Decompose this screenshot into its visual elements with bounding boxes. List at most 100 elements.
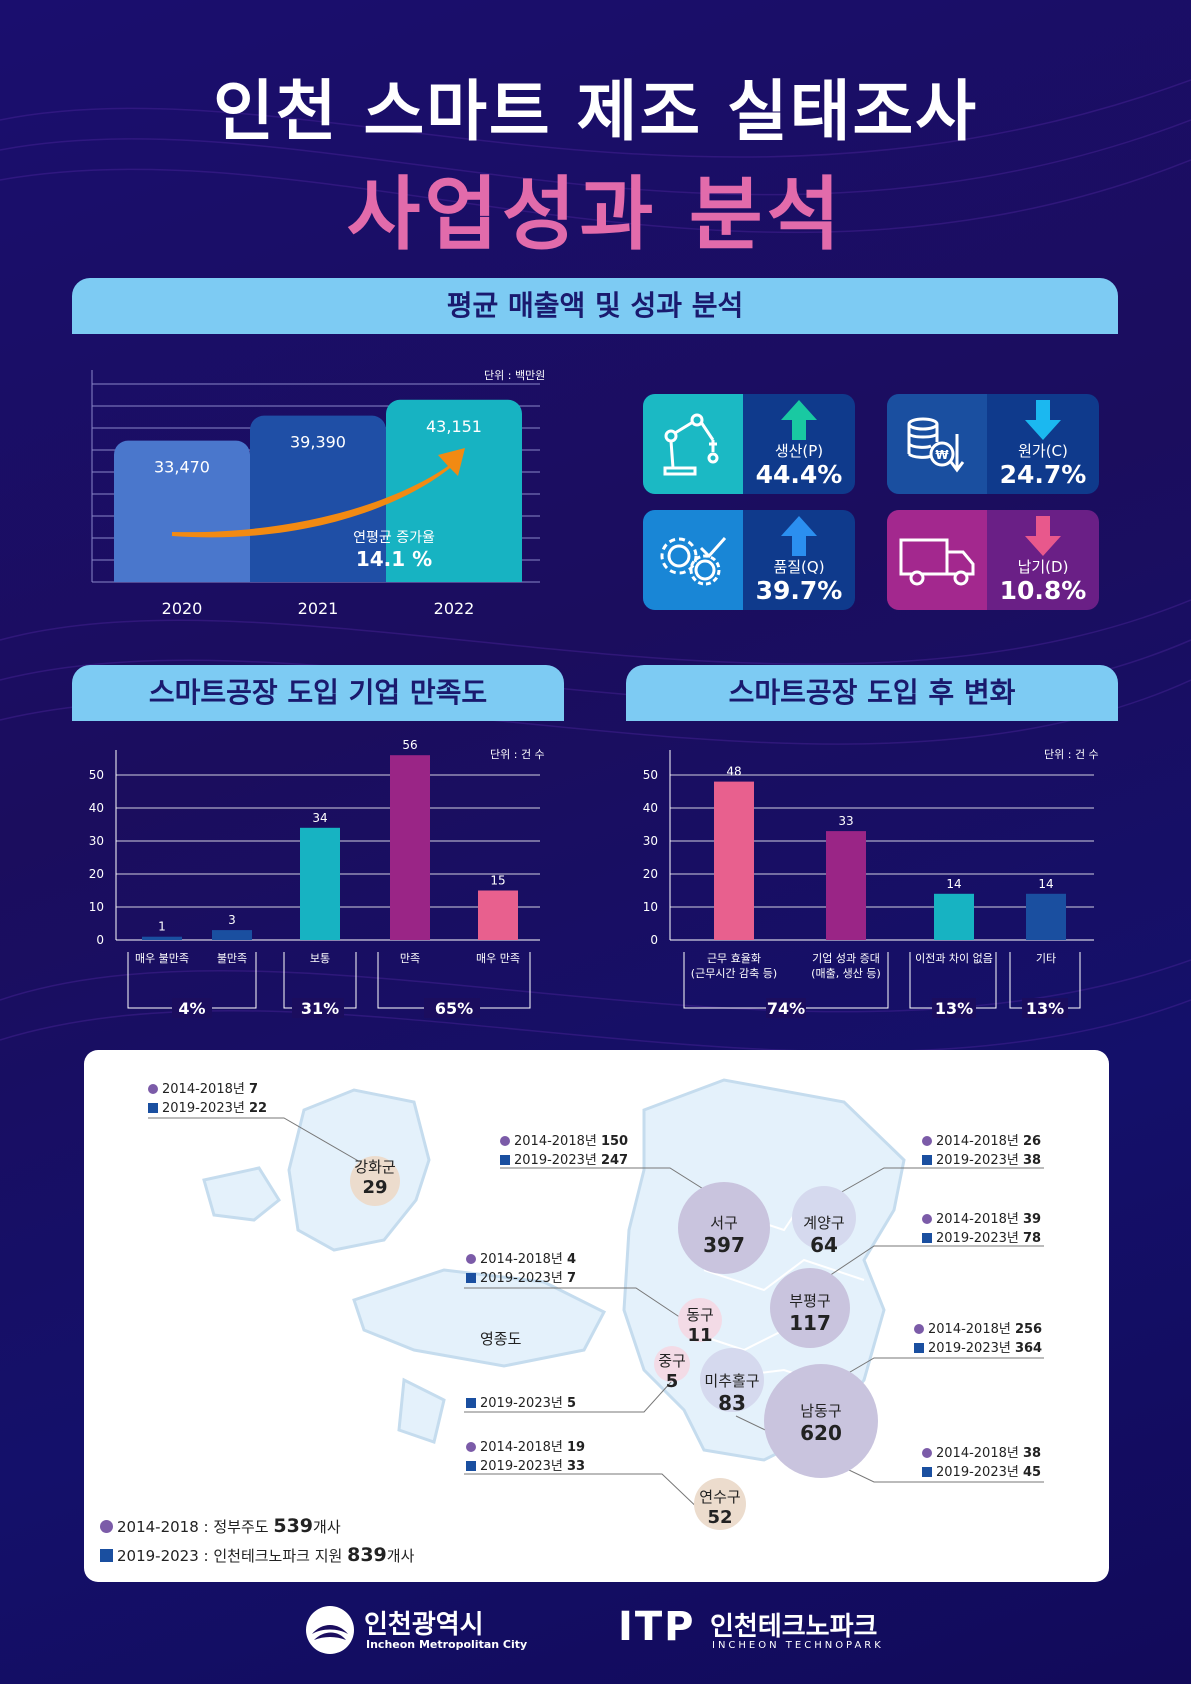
value-label-0: 1 [158,920,166,934]
region-junggu: 중구 5 [658,1352,686,1392]
bubble-junggu [654,1346,690,1382]
group-label-dissatisfied: 4% [178,999,205,1018]
group-label-efficiency: 74% [767,999,805,1018]
category-label-2: 보통 [310,952,330,965]
incheon-emblem-icon [306,1606,354,1654]
arrow-down-icon [1025,516,1061,556]
callout-gyeyang: 2014-2018년 26 2019-2023년 38 [922,1130,1041,1168]
bubble-michuhol [700,1348,764,1412]
kpi-card-cost: ₩ 원가(C) 24.7% [887,394,1099,494]
category-label-0: 근무 효율화 [707,952,761,965]
page-subtitle: 사업성과 분석 [346,168,845,261]
growth-arrow-icon [172,448,465,538]
bubble-yeonsu [694,1478,746,1530]
section-banner-revenue: 평균 매출액 및 성과 분석 [72,278,1118,334]
callout-yeonsu: 2014-2018년 19 2019-2023년 33 [466,1436,585,1474]
kpi-label-cost: 원가(C) [1018,442,1068,460]
page-title: 인천 스마트 제조 실태조사 [213,73,978,150]
bar-2 [300,827,340,940]
incheon-city-logo: 인천광역시 Incheon Metropolitan City [304,1604,534,1660]
leader-lines [148,1117,1044,1515]
kpi-label-production: 생산(P) [774,442,824,460]
change-chart: 0 10 20 30 40 50 48 근무 효율화 (근무시간 감축 등) 33 기업 성과 증… [643,750,1094,1018]
region-ganghwa: 강화군 29 [354,1158,396,1198]
svg-text:₩: ₩ [935,448,949,462]
value-label-2: 34 [312,811,327,825]
category-label-3: 만족 [400,952,420,965]
itp-mark: ITP [618,1604,696,1650]
region-yeonsu: 연수구 52 [699,1488,741,1528]
kpi-value-quality: 39.7% [755,576,843,605]
y-tick-label: 10 [643,900,658,914]
island-yeongjong: 영종도 [480,1330,522,1348]
value-label-1: 3 [228,913,236,927]
region-bupyeong: 부평구 117 [789,1292,831,1335]
bar-0 [142,936,182,940]
kpi-value-delivery: 10.8% [999,576,1087,605]
coins-icon: ₩ [887,394,987,494]
itp-logo: ITP 인천테크노파크 INCHEON TECHNOPARK [618,1604,898,1660]
y-tick-label: 20 [643,867,658,881]
bar-4 [478,890,518,940]
y-tick-label: 0 [96,933,104,947]
y-tick-label: 30 [89,834,104,848]
itp-english: INCHEON TECHNOPARK [712,1640,884,1651]
y-tick-label: 40 [89,801,104,815]
bar-2021 [250,415,386,582]
incheon-city-name: 인천광역시 [364,1610,484,1640]
summary-legend: 2014-2018 : 정부주도 539개사 2019-2023 : 인천테크노… [100,1512,414,1570]
value-label-4: 15 [490,874,505,888]
bar-3 [390,755,430,940]
gear-check-icon [643,510,743,610]
bubble-namdong [764,1364,878,1478]
y-tick-label: 10 [89,900,104,914]
group-label-satisfied: 65% [435,999,473,1018]
callout-ganghwa: 2014-2018년 7 2019-2023년 22 [148,1078,267,1116]
category-label-1: (매출, 생산 등) [811,967,881,980]
bubble-ganghwa [350,1156,400,1206]
value-label-2022: 43,151 [426,417,482,436]
bar-2022 [386,399,522,582]
group-label-neutral: 31% [301,999,339,1018]
truck-icon [887,510,987,610]
regional-map-panel: 강화군 29 서구 397 계양구 64 부평구 117 동구 11 중구 5 미추홀구 83… [84,1050,1109,1582]
satisfaction-chart: 0 10 20 30 40 50 1 매우 불만족 3 불만족 34 보통 56 만족 15 매우 만족 4… [89,740,540,1018]
kpi-card-quality: 품질(Q) 39.7% [643,510,855,610]
callout-bupyeong: 2014-2018년 39 2019-2023년 78 [922,1208,1041,1246]
region-gyeyang: 계양구 64 [803,1214,845,1257]
unit-label-revenue: 단위 : 백만원 [484,369,546,382]
itp-name: 인천테크노파크 [710,1612,878,1642]
bar-1 [826,831,866,940]
bar-2 [934,893,974,940]
callout-michuhol: 2014-2018년 38 2019-2023년 45 [922,1442,1041,1480]
growth-label: 연평균 증가율 [353,530,435,546]
group-label-other: 13% [1026,999,1064,1018]
unit-label-change: 단위 : 건 수 [1044,748,1099,761]
kpi-value-cost: 24.7% [999,460,1087,489]
robot-arm-icon [643,394,743,494]
category-label-2022: 2022 [434,599,475,618]
arrow-up-icon [781,400,817,440]
value-label-2020: 33,470 [154,458,210,477]
bar-0 [714,781,754,940]
group-label-no-change: 13% [935,999,973,1018]
bar-3 [1026,893,1066,940]
value-label-0: 48 [726,765,741,779]
bubble-seogu [678,1182,770,1274]
incheon-city-english: Incheon Metropolitan City [366,1638,528,1651]
kpi-card-delivery: 납기(D) 10.8% [887,510,1099,610]
callout-namdong: 2014-2018년 256 2019-2023년 364 [914,1318,1042,1356]
region-donggu: 동구 11 [686,1306,714,1346]
category-label-0: 매우 불만족 [135,952,189,965]
unit-label-satisfaction: 단위 : 건 수 [490,748,545,761]
value-label-3: 14 [1038,877,1053,891]
y-tick-label: 50 [643,768,658,782]
bar-base-2021 [250,562,386,582]
y-tick-label: 0 [650,933,658,947]
value-label-2021: 39,390 [290,433,346,452]
category-label-4: 매우 만족 [476,952,520,965]
category-label-2: 이전과 차이 없음 [915,952,993,965]
category-label-1: 기업 성과 증대 [812,952,880,965]
callout-donggu: 2014-2018년 4 2019-2023년 7 [466,1248,576,1286]
kpi-label-delivery: 납기(D) [1017,558,1069,576]
